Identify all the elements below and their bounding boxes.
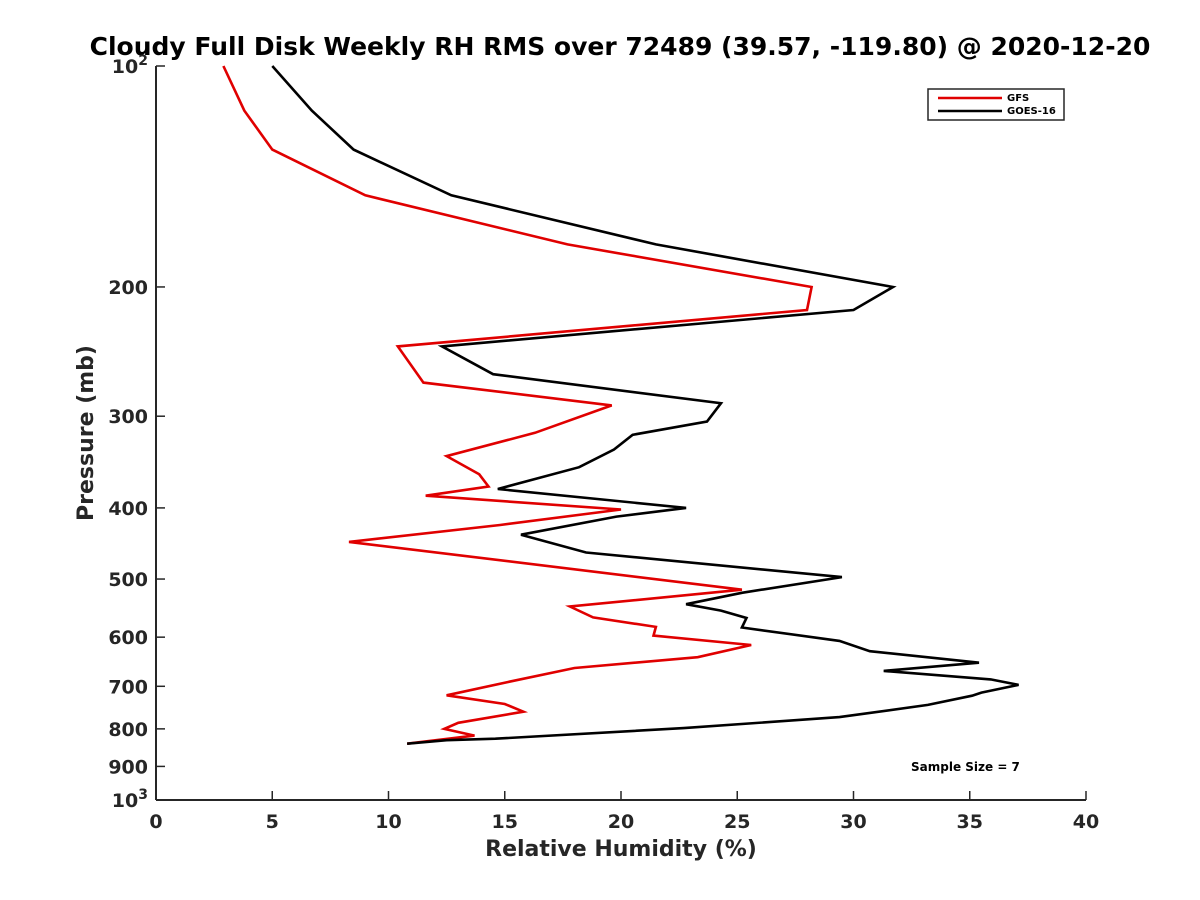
legend-label-gfs: GFS — [1007, 93, 1029, 104]
series-line-goes16 — [271, 65, 1019, 745]
axes — [155, 66, 1086, 801]
series-line-gfs — [222, 65, 814, 745]
x-tick-label: 35 — [957, 811, 983, 833]
x-tick-label: 30 — [840, 811, 866, 833]
legend: GFS GOES-16 — [927, 88, 1065, 121]
sample-size-annotation: Sample Size = 7 — [911, 760, 1020, 774]
x-tick-label: 0 — [149, 811, 162, 833]
series-group — [222, 65, 1019, 745]
legend-box — [927, 88, 1065, 121]
y-tick-label: 900 — [108, 756, 148, 778]
y-tick-label: 300 — [108, 406, 148, 428]
y-tick-label: 200 — [108, 277, 148, 299]
x-tick-label: 5 — [266, 811, 279, 833]
y-ticks: 102 200 300 400 500 600 700 800 900 103 — [108, 53, 165, 812]
x-tick-label: 20 — [608, 811, 634, 833]
y-tick-label: 700 — [108, 676, 148, 698]
x-axis-label: Relative Humidity (%) — [485, 837, 757, 862]
x-ticks: 0 5 10 15 20 25 30 35 40 — [149, 791, 1099, 833]
y-tick-label: 600 — [108, 627, 148, 649]
legend-label-goes16: GOES-16 — [1007, 106, 1056, 117]
y-axis-label: Pressure (mb) — [74, 345, 99, 521]
y-tick-label: 800 — [108, 719, 148, 741]
x-tick-label: 15 — [492, 811, 518, 833]
y-tick-label: 400 — [108, 498, 148, 520]
y-tick-label: 102 — [112, 53, 148, 78]
y-tick-label: 500 — [108, 569, 148, 591]
x-tick-label: 25 — [724, 811, 750, 833]
chart-title: Cloudy Full Disk Weekly RH RMS over 7248… — [90, 32, 1151, 61]
x-tick-label: 40 — [1073, 811, 1099, 833]
x-tick-label: 10 — [375, 811, 401, 833]
y-tick-label: 103 — [112, 787, 148, 812]
